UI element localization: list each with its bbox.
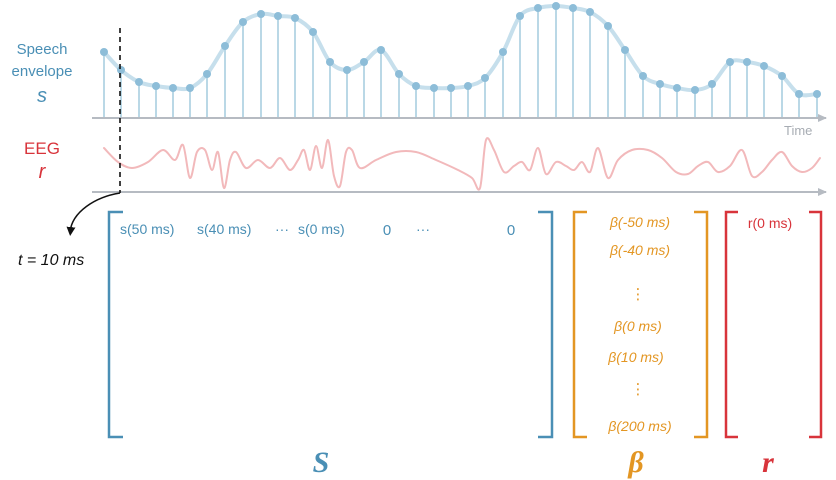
speech-sample-dot xyxy=(691,86,699,94)
vector-r-label: r xyxy=(762,446,774,479)
speech-label-line1: Speech xyxy=(17,41,68,58)
speech-sample-dot xyxy=(673,84,681,92)
matrix-s-label: S xyxy=(313,446,330,479)
speech-sample-dot xyxy=(430,84,438,92)
speech-sample-dot xyxy=(464,82,472,90)
speech-sample-dot xyxy=(708,80,716,88)
speech-sample-dot xyxy=(360,58,368,66)
matrix-s-cell: 0 xyxy=(507,222,515,239)
time-marker-arrow xyxy=(66,192,121,237)
speech-sample-dot xyxy=(395,70,403,78)
speech-symbol: s xyxy=(37,85,47,107)
speech-stems xyxy=(103,6,818,118)
speech-sample-dot xyxy=(274,12,282,20)
eeg-symbol: r xyxy=(39,161,47,183)
vector-beta-label: β xyxy=(627,446,644,479)
vector-beta-entry: β(0 ms) xyxy=(613,318,662,334)
speech-sample-dot xyxy=(135,78,143,86)
vector-r-right-bracket xyxy=(809,210,823,439)
time-marker-label: t = 10 ms xyxy=(18,252,84,269)
speech-sample-dot xyxy=(169,84,177,92)
speech-sample-dot xyxy=(813,90,821,98)
matrix-s-left-bracket xyxy=(107,210,123,439)
vector-beta-right-bracket xyxy=(694,210,709,439)
speech-sample-dot xyxy=(569,4,577,12)
speech-sample-dot xyxy=(552,2,560,10)
speech-sample-dot xyxy=(100,48,108,56)
time-axis-label: Time xyxy=(784,123,812,138)
matrix-s-right-bracket xyxy=(538,210,554,439)
speech-sample-dot xyxy=(343,66,351,74)
speech-sample-dot xyxy=(326,58,334,66)
speech-sample-dot xyxy=(743,58,751,66)
matrix-s-cell: 0 xyxy=(383,222,391,239)
speech-sample-dot xyxy=(152,82,160,90)
speech-sample-dot xyxy=(239,18,247,26)
vector-beta-entry: β(200 ms) xyxy=(607,418,671,434)
speech-sample-dot xyxy=(377,46,385,54)
vector-r-left-bracket xyxy=(724,210,738,439)
vector-beta-entry: ⋮ xyxy=(631,286,646,303)
speech-sample-dot xyxy=(117,66,125,74)
vector-beta-entry: β(-40 ms) xyxy=(609,242,670,258)
speech-sample-dot xyxy=(257,10,265,18)
speech-sample-dots xyxy=(100,2,821,98)
speech-sample-dot xyxy=(726,58,734,66)
speech-sample-dot xyxy=(481,74,489,82)
speech-sample-dot xyxy=(447,84,455,92)
vector-r-entry: r(0 ms) xyxy=(748,215,792,231)
speech-sample-dot xyxy=(795,90,803,98)
speech-sample-dot xyxy=(639,72,647,80)
speech-label-line2: envelope xyxy=(12,63,73,80)
speech-sample-dot xyxy=(760,62,768,70)
matrix-s-cell: s(40 ms) xyxy=(197,221,251,237)
speech-sample-dot xyxy=(186,84,194,92)
speech-sample-dot xyxy=(203,70,211,78)
speech-sample-dot xyxy=(534,4,542,12)
speech-sample-dot xyxy=(516,12,524,20)
matrix-s-cell: ··· xyxy=(275,221,289,237)
speech-sample-dot xyxy=(309,28,317,36)
speech-sample-dot xyxy=(412,82,420,90)
matrix-s-cell: s(50 ms) xyxy=(120,221,174,237)
matrix-s-cell: s(0 ms) xyxy=(298,221,345,237)
vector-beta-left-bracket xyxy=(572,210,587,439)
matrix-s-cell: ··· xyxy=(416,221,430,237)
vector-beta-entry: ⋮ xyxy=(631,381,646,398)
speech-sample-dot xyxy=(621,46,629,54)
eeg-label: EEG xyxy=(24,139,60,158)
speech-sample-dot xyxy=(604,22,612,30)
speech-sample-dot xyxy=(499,48,507,56)
eeg-signal-curve xyxy=(103,137,821,191)
speech-sample-dot xyxy=(656,80,664,88)
vector-beta-entry: β(10 ms) xyxy=(607,349,663,365)
speech-sample-dot xyxy=(221,42,229,50)
vector-beta-entry: β(-50 ms) xyxy=(609,214,670,230)
speech-sample-dot xyxy=(586,8,594,16)
speech-sample-dot xyxy=(291,14,299,22)
speech-sample-dot xyxy=(778,72,786,80)
